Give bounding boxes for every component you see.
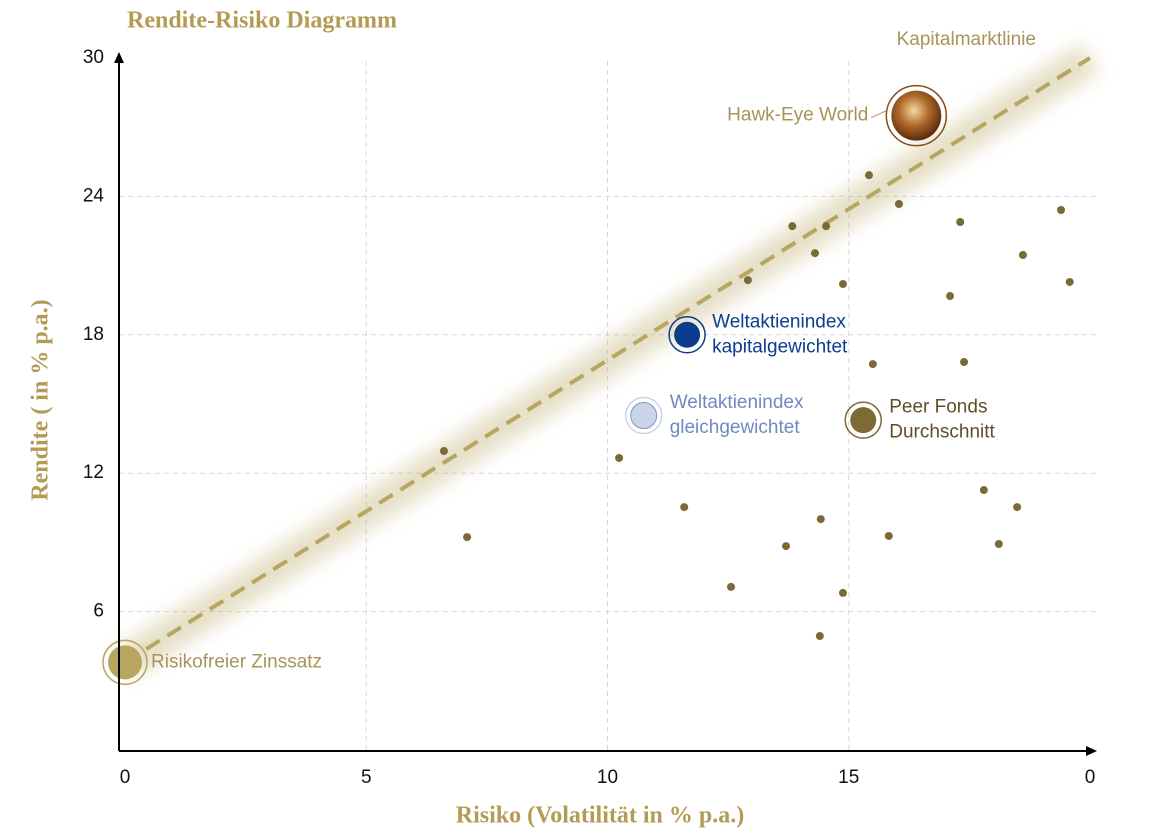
- peer-fund-dot: [810, 249, 819, 258]
- y-tick-label: 18: [83, 324, 104, 345]
- capital-market-line: [123, 56, 1092, 665]
- peer-fund-dot: [894, 200, 903, 209]
- peer-fund-dot: [994, 540, 1003, 549]
- point-halo: [668, 316, 706, 354]
- peer-fund-dot: [956, 218, 965, 227]
- y-tick-label: 12: [83, 462, 104, 483]
- point-halo: [624, 396, 663, 435]
- peer-fund-dot: [727, 582, 736, 591]
- point-label: Risikofreier Zinssatz: [151, 651, 322, 672]
- point-label: Durchschnitt: [889, 422, 995, 443]
- peer-fund-dot: [615, 453, 624, 462]
- point-marker: [674, 321, 701, 348]
- y-tick-label: 24: [83, 185, 105, 206]
- point-label: Hawk-Eye World: [727, 105, 868, 126]
- y-tick-label: 6: [93, 601, 104, 622]
- point-halo: [844, 401, 882, 439]
- plot-area: Kapitalmarktlinie Risikofreier Zinssatz We…: [102, 29, 1100, 686]
- y-axis-arrow: [114, 52, 124, 63]
- line-glow: [115, 43, 1100, 677]
- point-halo: [885, 84, 948, 147]
- x-tick-label: 0: [1085, 767, 1096, 788]
- point-label: kapitalgewichtet: [712, 336, 848, 357]
- peer-fund-dot: [946, 292, 955, 301]
- peer-fund-dot: [865, 171, 874, 180]
- hawk-eye-marker: [891, 90, 942, 141]
- point-halo: [102, 639, 148, 686]
- peer-fund-dot: [782, 542, 791, 551]
- peer-fund-dot: [979, 486, 988, 495]
- point-label: Weltaktienindex: [712, 311, 846, 332]
- peer-fund-dot: [815, 632, 824, 641]
- peer-fund-dot: [822, 222, 831, 231]
- peer-fund-dot: [1057, 206, 1066, 215]
- x-axis-arrow: [1086, 746, 1097, 756]
- peer-fund-dot: [743, 276, 752, 285]
- peer-fund-dot: [1065, 277, 1074, 286]
- x-tick-label: 15: [838, 767, 859, 788]
- peer-fund-dot: [960, 358, 969, 367]
- point-marker: [108, 645, 142, 680]
- point-label: Weltaktienindex: [670, 392, 804, 413]
- peer-fund-dot: [868, 360, 877, 369]
- x-axis-label: Risiko (Volatilität in % p.a.): [456, 803, 744, 829]
- peer-fund-dot: [816, 515, 825, 524]
- peer-fund-dot: [884, 531, 893, 540]
- peer-fund-dot: [1013, 503, 1022, 512]
- x-tick-label: 10: [597, 767, 618, 788]
- peer-fund-dot: [838, 588, 847, 597]
- peer-fund-dot: [788, 222, 797, 231]
- line-label: Kapitalmarktlinie: [897, 29, 1036, 50]
- point-label: gleichgewichtet: [670, 417, 801, 438]
- peer-fund-dot: [680, 503, 689, 512]
- y-tick-label: 30: [83, 47, 104, 68]
- peer-fund-dot: [838, 280, 847, 289]
- grid: [119, 58, 1096, 750]
- chart-title: Rendite-Risiko Diagramm: [127, 8, 397, 34]
- peer-fund-dot: [439, 447, 448, 456]
- y-axis-label: Rendite ( in % p.a.): [28, 299, 54, 500]
- point-marker: [850, 407, 877, 434]
- x-tick-label: 0: [120, 767, 131, 788]
- point-marker: [630, 402, 658, 430]
- point-label: Peer Fonds: [889, 397, 987, 418]
- label-connector: [871, 110, 887, 119]
- peer-fund-dot: [463, 533, 472, 542]
- peer-fund-dot: [1018, 250, 1027, 259]
- x-tick-label: 5: [361, 767, 372, 788]
